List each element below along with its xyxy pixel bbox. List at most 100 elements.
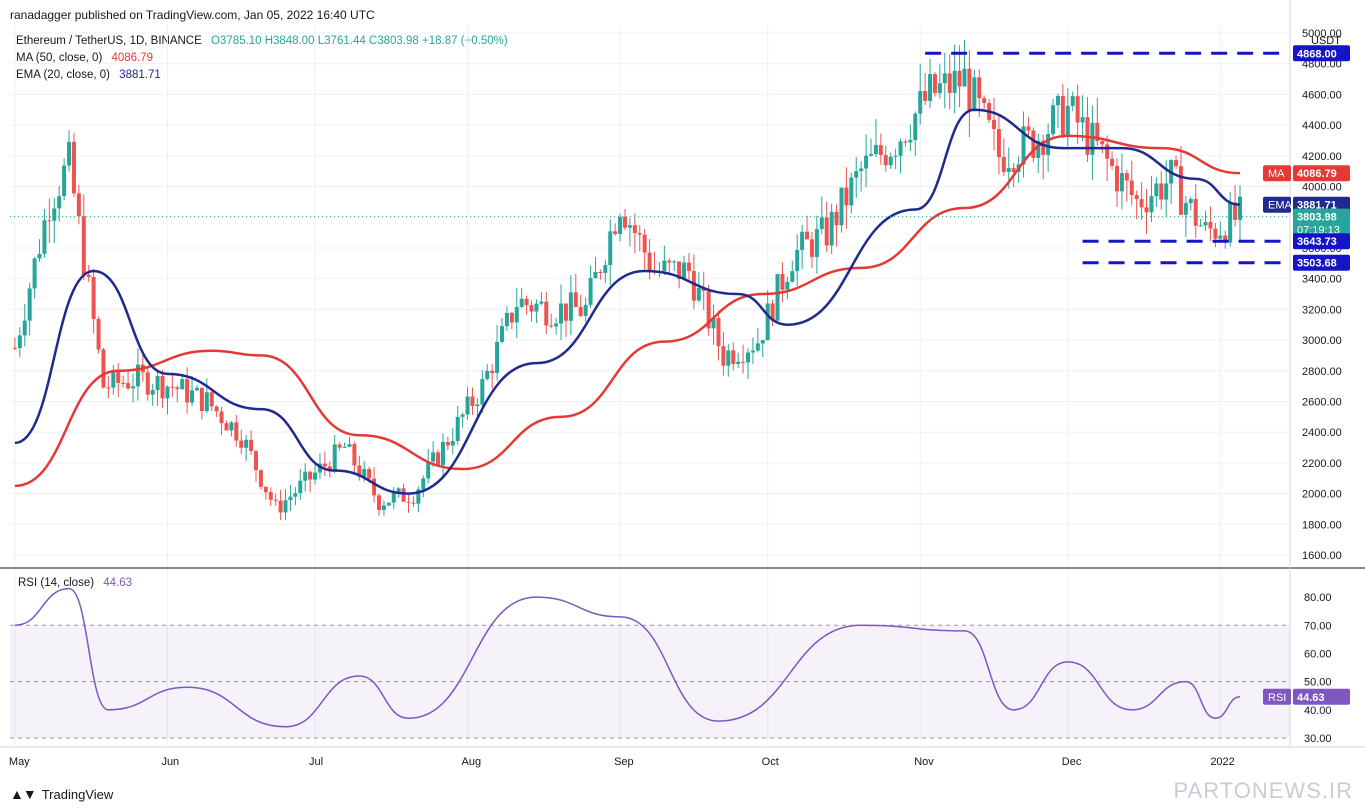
candle-body bbox=[1080, 117, 1085, 123]
candle-body bbox=[76, 193, 81, 217]
candle-body bbox=[972, 77, 977, 111]
candle-body bbox=[918, 91, 923, 114]
publisher-line: ranadagger published on TradingView.com,… bbox=[10, 8, 375, 22]
candle-body bbox=[1011, 168, 1016, 172]
candle-body bbox=[421, 478, 426, 490]
candle-body bbox=[278, 500, 283, 513]
candle-body bbox=[194, 387, 199, 391]
candle-body bbox=[859, 168, 864, 172]
ema-20-line bbox=[14, 108, 1241, 495]
price-tick-label: 3000.00 bbox=[1302, 335, 1342, 347]
candle-body bbox=[111, 370, 116, 388]
candle-body bbox=[952, 70, 957, 93]
candle-body bbox=[878, 145, 883, 156]
footer-brand[interactable]: ▲▼ TradingView bbox=[10, 786, 113, 802]
candle-body bbox=[819, 217, 824, 230]
ema-label: EMA (20, close, 0) bbox=[16, 69, 110, 81]
candle-body bbox=[1065, 105, 1070, 135]
candle-body bbox=[42, 220, 47, 254]
candle-body bbox=[431, 452, 436, 462]
candle-body bbox=[268, 492, 273, 500]
candle-body bbox=[12, 347, 17, 349]
candle-body bbox=[126, 383, 131, 389]
rsi-tick-label: 40.00 bbox=[1304, 705, 1332, 717]
candle-body bbox=[1188, 198, 1193, 204]
candle-body bbox=[667, 260, 672, 263]
candle-body bbox=[180, 379, 185, 390]
candle-body bbox=[470, 396, 475, 407]
candle-body bbox=[71, 141, 76, 194]
rsi-label: RSI (14, close) bbox=[18, 577, 95, 589]
candle-body bbox=[775, 274, 780, 321]
axes: May Jun Jul Aug Sep Oct Nov Dec 2022 5000.00 4800.… bbox=[0, 0, 1365, 768]
candle-body bbox=[229, 422, 234, 431]
candle-body bbox=[96, 319, 101, 350]
candle-body bbox=[131, 386, 135, 389]
rsi-side-tag-bg bbox=[1263, 688, 1291, 705]
ma-value: 4086.79 bbox=[111, 52, 154, 64]
candle-body bbox=[327, 466, 332, 472]
price-tick-label: 4200.00 bbox=[1302, 151, 1342, 163]
candle-body bbox=[1129, 180, 1134, 196]
candle-body bbox=[686, 262, 691, 272]
ma-price-tag: 4086.79 bbox=[1297, 168, 1337, 180]
candle-body bbox=[116, 370, 121, 383]
candle-body bbox=[258, 470, 263, 487]
ma-side-tag-bg bbox=[1263, 165, 1291, 182]
candle-body bbox=[17, 335, 22, 349]
candle-body bbox=[475, 404, 480, 407]
candle-body bbox=[175, 387, 180, 390]
symbol-legend[interactable]: Ethereum / TetherUS, 1D, BINANCE O3785.1… bbox=[16, 35, 508, 47]
candle-body bbox=[81, 216, 86, 275]
candle-body bbox=[1203, 221, 1208, 226]
candle-body bbox=[1095, 122, 1100, 142]
candle-body bbox=[357, 465, 362, 477]
candle-body bbox=[529, 305, 534, 312]
candle-body bbox=[942, 73, 947, 84]
rsi-value: 44.63 bbox=[103, 577, 133, 589]
price-tick-label: 2600.00 bbox=[1302, 396, 1342, 408]
candle-body bbox=[337, 444, 342, 448]
candle-body bbox=[1026, 126, 1031, 131]
candle-body bbox=[293, 493, 298, 497]
candle-body bbox=[377, 495, 381, 510]
candle-body bbox=[1178, 166, 1183, 215]
candle-body bbox=[155, 375, 160, 391]
candle-body bbox=[1193, 198, 1198, 226]
ma-legend[interactable]: MA (50, close, 0) 4086.79 bbox=[16, 52, 153, 64]
candle-body bbox=[150, 390, 155, 395]
candle-body bbox=[490, 370, 495, 373]
price-tick-label: 2000.00 bbox=[1302, 489, 1342, 501]
candle-body bbox=[1105, 144, 1110, 159]
candle-body bbox=[1046, 134, 1051, 155]
candle-body bbox=[450, 440, 455, 446]
rsi-legend[interactable]: RSI (14, close) 44.63 bbox=[18, 577, 132, 589]
candle-body bbox=[598, 272, 603, 274]
candle-body bbox=[800, 231, 805, 250]
candle-body bbox=[1119, 173, 1124, 192]
candle-body bbox=[711, 317, 716, 329]
time-tick-label: Oct bbox=[762, 756, 779, 768]
ema-legend[interactable]: EMA (20, close, 0) 3881.71 bbox=[16, 69, 161, 81]
candle-body bbox=[760, 340, 765, 344]
candle-body bbox=[908, 140, 913, 143]
ohlc-values: O3785.10 H3848.00 L3761.44 C3803.98 +18.… bbox=[210, 35, 508, 47]
candle-body bbox=[928, 74, 933, 101]
candle-body bbox=[583, 304, 588, 316]
rsi-tick-label: 60.00 bbox=[1304, 648, 1332, 660]
rsi-tick-label: 50.00 bbox=[1304, 677, 1332, 689]
candle-body bbox=[219, 411, 224, 424]
candle-body bbox=[342, 446, 347, 448]
indicator-lines bbox=[10, 108, 1290, 728]
rsi-band bbox=[10, 624, 1290, 739]
last-price-tag: 3803.98 bbox=[1297, 212, 1337, 224]
price-tick-label: 3400.00 bbox=[1302, 274, 1342, 286]
candle-body bbox=[923, 91, 928, 101]
candle-body bbox=[893, 155, 898, 157]
candle-body bbox=[869, 154, 873, 156]
ma-50-line bbox=[14, 134, 1241, 488]
candle-body bbox=[864, 155, 869, 169]
candle-body bbox=[298, 480, 303, 494]
